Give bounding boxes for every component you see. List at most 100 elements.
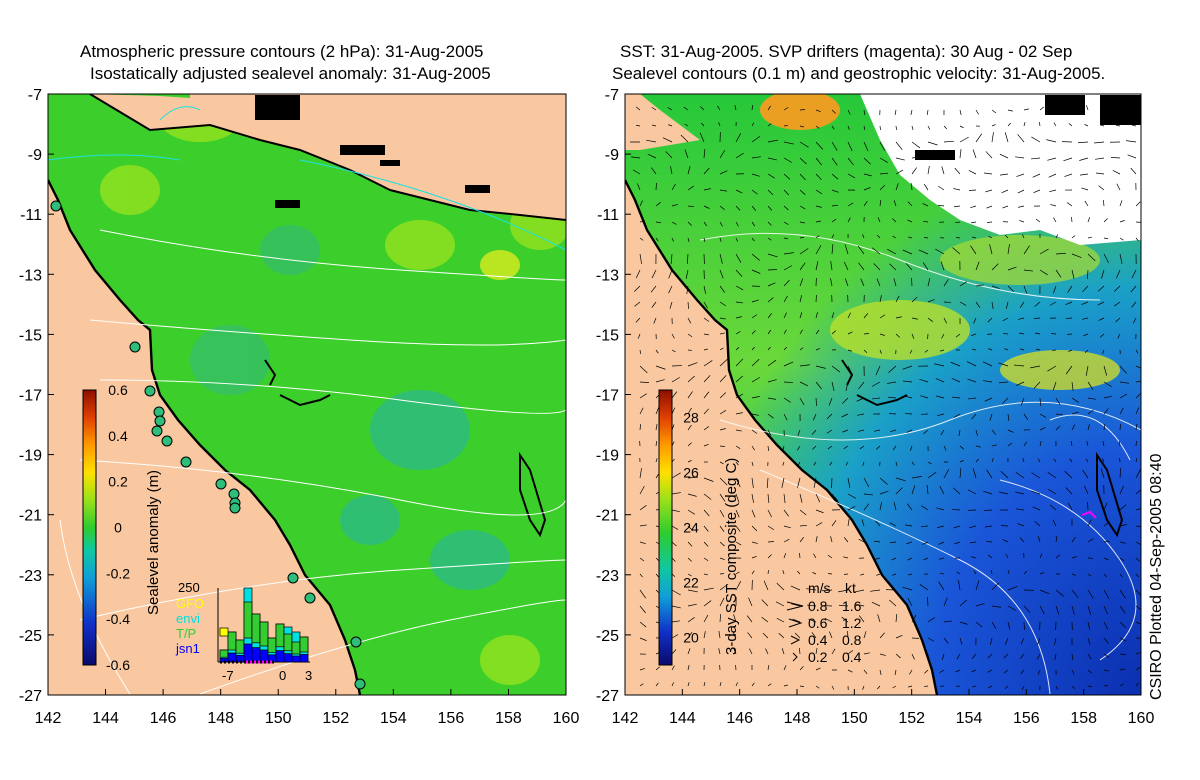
velocity-arrow — [940, 261, 945, 271]
velocity-arrow — [639, 423, 641, 431]
velocity-arrow — [879, 477, 888, 485]
velocity-arrow — [1082, 285, 1089, 293]
velocity-arrow — [783, 189, 790, 196]
velocity-legend: m/s kt 0.8 1.60.6 1.20.4 0.80.2 0.4 — [786, 580, 862, 665]
velocity-arrow — [895, 125, 897, 131]
hist-bar-tp — [283, 633, 293, 652]
sla-land-mainland — [48, 94, 360, 695]
velocity-arrow — [879, 669, 882, 675]
velocity-arrow — [719, 541, 725, 547]
velocity-arrow — [858, 538, 865, 543]
velocity-arrow — [1135, 621, 1141, 625]
velocity-arrow — [970, 245, 977, 255]
velocity-arrow — [1065, 487, 1073, 495]
velocity-arrow — [703, 525, 709, 532]
velocity-arrow — [635, 269, 641, 279]
velocity-arrow — [767, 297, 774, 303]
velocity-arrow — [871, 247, 881, 255]
lon-tick-label: 144 — [669, 710, 696, 727]
velocity-arrow — [923, 237, 929, 239]
velocity-arrow — [668, 285, 673, 294]
velocity-arrow — [958, 580, 961, 591]
velocity-arrow — [635, 106, 641, 111]
velocity-arrow — [1087, 573, 1092, 577]
velocity-arrow — [655, 573, 659, 578]
velocity-legend-kt: 0.8 — [842, 632, 862, 648]
sst-sealevel-contours — [699, 232, 1141, 695]
velocity-arrow — [815, 109, 821, 113]
velocity-arrow — [733, 614, 737, 623]
velocity-arrow — [1082, 317, 1089, 320]
lat-tick-label: -11 — [597, 207, 619, 224]
velocity-arrow — [1023, 441, 1027, 447]
velocity-arrow — [1119, 237, 1124, 241]
velocity-arrow — [655, 424, 658, 431]
velocity-arrow — [703, 205, 710, 209]
velocity-arrow — [766, 477, 769, 488]
velocity-arrow — [783, 252, 794, 255]
velocity-arrow — [927, 278, 931, 287]
hist-bar-jsn1 — [259, 649, 269, 663]
velocity-arrow — [863, 669, 868, 675]
sst-colorbar: 28 26 24 22 20 3-day SST composite (deg C) — [658, 389, 740, 666]
velocity-arrow — [799, 295, 803, 303]
velocity-arrow — [735, 269, 743, 277]
velocity-arrow — [735, 205, 741, 211]
velocity-arrow — [687, 407, 692, 415]
lat-tick-label: -11 — [20, 207, 42, 224]
velocity-arrow — [941, 166, 945, 175]
velocity-arrow — [1023, 269, 1033, 272]
velocity-arrow — [751, 173, 760, 177]
hist-bar-jsn1 — [251, 647, 261, 663]
velocity-arrow — [1070, 441, 1073, 447]
velocity-arrow — [1079, 157, 1089, 161]
velocity-arrow — [967, 378, 977, 383]
velocity-arrow — [1039, 427, 1046, 431]
velocity-arrow — [1007, 244, 1010, 255]
velocity-arrow — [719, 221, 723, 227]
velocity-arrow — [799, 157, 807, 165]
velocity-arrow — [863, 503, 870, 511]
velocity-arrow — [761, 599, 769, 607]
colorbar-tick-label: 26 — [683, 465, 699, 481]
velocity-legend-kt: 1.6 — [842, 598, 862, 614]
hist-bar-tp — [227, 631, 237, 651]
velocity-arrow — [751, 493, 754, 503]
lat-tick-label: -21 — [19, 508, 42, 525]
velocity-arrow — [895, 157, 905, 161]
velocity-arrow — [847, 506, 856, 511]
lon-tick-label: 148 — [207, 710, 234, 727]
velocity-arrow — [938, 204, 945, 207]
velocity-arrow — [855, 603, 865, 607]
velocity-arrow — [923, 183, 929, 191]
velocity-arrow — [1102, 458, 1105, 463]
velocity-arrow — [735, 347, 740, 351]
velocity-arrow — [735, 375, 743, 383]
velocity-arrow — [1039, 553, 1043, 559]
velocity-arrow — [808, 618, 817, 623]
velocity-arrow — [797, 570, 801, 575]
lon-tick-label: 158 — [1070, 710, 1097, 727]
lat-tick-label: -19 — [19, 448, 42, 465]
velocity-arrow — [799, 248, 809, 255]
velocity-arrow — [1087, 637, 1091, 645]
tide-gauges — [50, 200, 366, 690]
velocity-arrow — [767, 569, 769, 575]
velocity-arrow — [959, 599, 967, 607]
velocity-arrow — [671, 183, 676, 191]
velocity-arrow — [813, 461, 817, 466]
velocity-arrow — [1002, 317, 1009, 322]
left-title-line1: Atmospheric pressure contours (2 hPa): 3… — [80, 42, 484, 61]
velocity-arrow — [650, 285, 657, 293]
velocity-arrow — [972, 468, 977, 479]
velocity-arrow — [1023, 570, 1027, 575]
velocity-arrow — [719, 358, 728, 367]
velocity-arrow — [751, 237, 755, 242]
velocity-arrow — [831, 234, 835, 239]
velocity-arrow — [943, 140, 954, 143]
velocity-arrow — [943, 637, 949, 644]
velocity-arrow — [639, 621, 647, 628]
velocity-arrow — [988, 235, 993, 239]
velocity-arrow — [687, 617, 695, 623]
velocity-arrow — [1135, 349, 1139, 354]
